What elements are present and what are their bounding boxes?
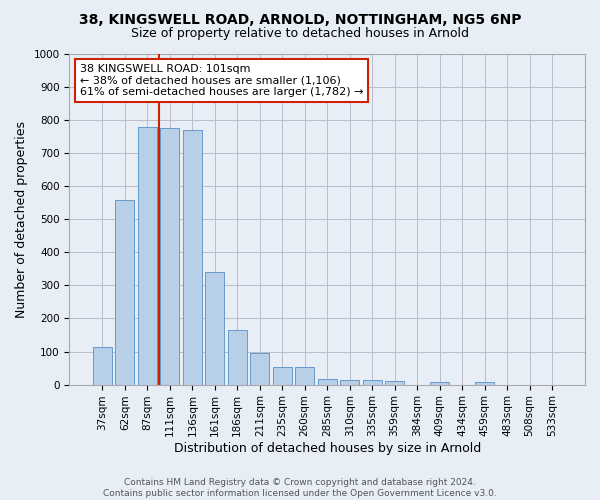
Text: 38 KINGSWELL ROAD: 101sqm
← 38% of detached houses are smaller (1,106)
61% of se: 38 KINGSWELL ROAD: 101sqm ← 38% of detac… — [80, 64, 363, 97]
Bar — [317, 378, 337, 384]
Bar — [160, 128, 179, 384]
Bar — [362, 380, 382, 384]
Text: Size of property relative to detached houses in Arnold: Size of property relative to detached ho… — [131, 28, 469, 40]
Bar — [340, 380, 359, 384]
Bar — [183, 130, 202, 384]
X-axis label: Distribution of detached houses by size in Arnold: Distribution of detached houses by size … — [173, 442, 481, 455]
Bar — [250, 352, 269, 384]
Text: 38, KINGSWELL ROAD, ARNOLD, NOTTINGHAM, NG5 6NP: 38, KINGSWELL ROAD, ARNOLD, NOTTINGHAM, … — [79, 12, 521, 26]
Bar — [205, 272, 224, 384]
Bar — [475, 382, 494, 384]
Bar — [93, 347, 112, 385]
Bar — [430, 382, 449, 384]
Y-axis label: Number of detached properties: Number of detached properties — [15, 121, 28, 318]
Bar — [228, 330, 247, 384]
Bar — [272, 367, 292, 384]
Bar — [115, 200, 134, 384]
Bar — [138, 127, 157, 384]
Bar — [295, 367, 314, 384]
Bar — [385, 381, 404, 384]
Text: Contains HM Land Registry data © Crown copyright and database right 2024.
Contai: Contains HM Land Registry data © Crown c… — [103, 478, 497, 498]
